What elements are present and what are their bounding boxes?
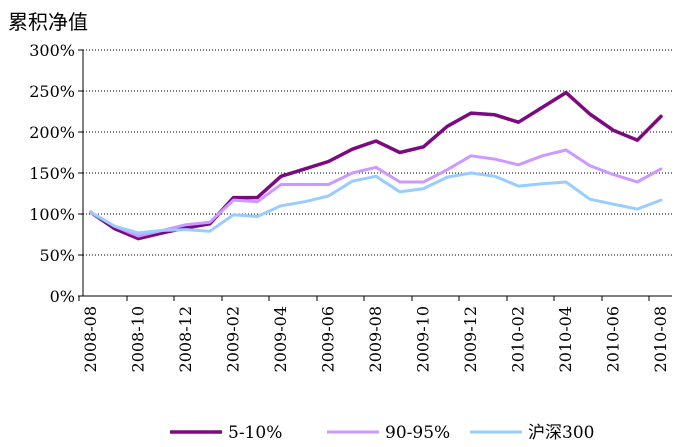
- y-tick-label: 100%: [29, 205, 75, 224]
- x-tick-label: 2010-02: [509, 306, 528, 372]
- gridlines: [83, 49, 672, 256]
- x-tick-label: 2008-08: [81, 306, 100, 372]
- x-tick-label: 2010-04: [556, 306, 575, 372]
- series-line-2: [89, 171, 663, 235]
- axes: [78, 49, 672, 301]
- y-tick-label: 300%: [29, 41, 75, 60]
- y-tick-label: 0%: [50, 287, 75, 306]
- x-tick-label: 2009-06: [319, 306, 338, 372]
- series-lines: [89, 90, 663, 241]
- x-tick-labels: 2008-08 2008-10 2008-12 2009-02 2009-04 2009-…: [81, 306, 670, 372]
- x-tick-label: 2009-10: [414, 306, 433, 372]
- x-tick-label: 2008-10: [129, 306, 148, 372]
- legend-label: 90-95%: [385, 423, 450, 443]
- x-tick-label: 2008-12: [176, 306, 195, 372]
- x-tick-label: 2009-08: [366, 306, 385, 372]
- series-line-1: [89, 148, 663, 238]
- x-tick-label: 2009-02: [224, 306, 243, 372]
- legend-label: 5-10%: [228, 423, 282, 443]
- y-tick-label: 150%: [29, 164, 75, 183]
- y-tick-label: 200%: [29, 123, 75, 142]
- x-tick-label: 2010-08: [651, 306, 670, 372]
- x-tick-label: 2009-12: [461, 306, 480, 372]
- x-tick-label: 2009-04: [271, 306, 290, 372]
- y-tick-labels: 0% 50% 100% 150% 200% 250% 300%: [29, 41, 75, 306]
- x-tick-label: 2010-06: [604, 306, 623, 372]
- y-tick-label: 250%: [29, 82, 75, 101]
- legend-label: 沪深300: [528, 423, 594, 443]
- y-tick-label: 50%: [39, 246, 75, 265]
- y-axis-title: 累积净值: [8, 10, 88, 34]
- series-line-0: [89, 90, 663, 241]
- legend: 5-10% 90-95% 沪深300: [170, 423, 594, 443]
